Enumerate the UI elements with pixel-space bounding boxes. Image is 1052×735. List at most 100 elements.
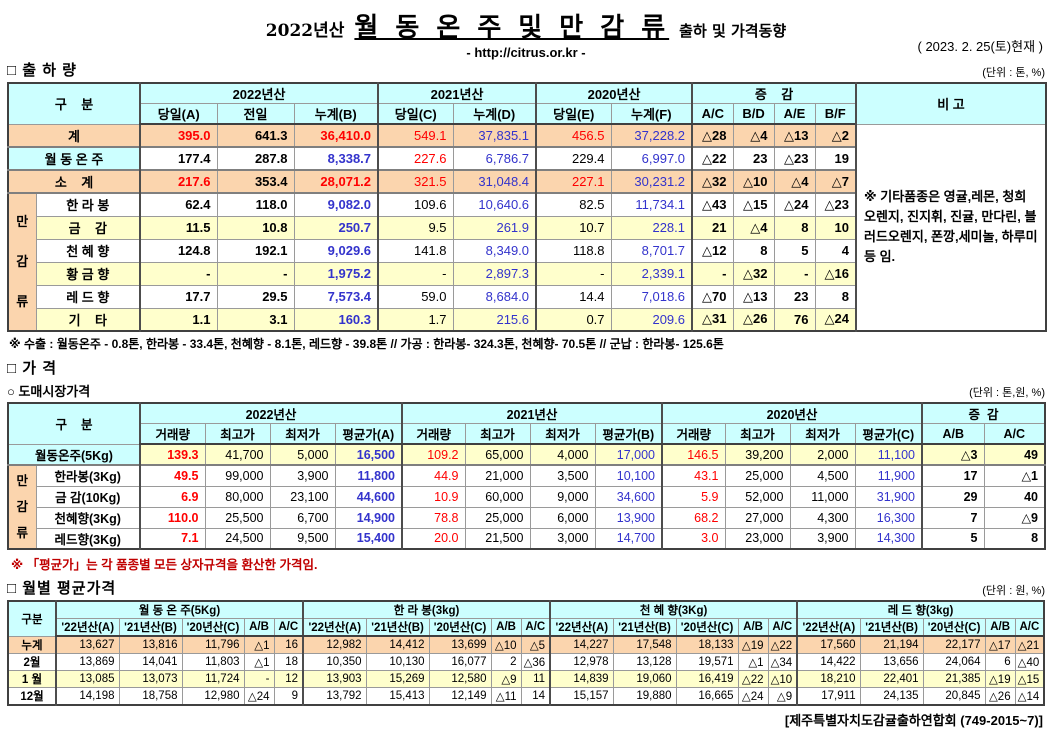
table-cell: ※ 기타품종은 영귤,레몬, 청희오렌지, 진지휘, 진귤, 만다린, 블러드오… — [855, 123, 1047, 332]
table-cell: 1.1 — [139, 307, 218, 332]
table-cell: 금 감(10Kg) — [35, 485, 141, 508]
column-header: A/E — [773, 103, 816, 125]
table-cell: 24,500 — [204, 527, 271, 550]
table-cell: - — [243, 669, 275, 688]
table-cell: 141.8 — [377, 238, 454, 263]
table-cell: 19,571 — [675, 652, 739, 671]
table-cell: 11 — [520, 669, 551, 688]
table-cell: 13,128 — [612, 652, 677, 671]
table-cell: 한라봉(3Kg) — [35, 464, 141, 487]
table-cell: △4 — [732, 215, 775, 240]
table-cell: 44,600 — [334, 485, 403, 508]
column-header: '22년산(A) — [55, 618, 120, 637]
table-cell: 17,560 — [796, 635, 861, 654]
table-cell: 2,339.1 — [610, 261, 693, 286]
column-header: 최고가 — [724, 423, 791, 445]
table-cell: 23,100 — [269, 485, 336, 508]
table-cell: 52,000 — [724, 485, 791, 508]
table-cell: 만 감 류 — [7, 192, 37, 332]
table-cell: 12,580 — [428, 669, 492, 688]
table-cell: △14 — [1014, 686, 1045, 705]
table-cell: 소 계 — [7, 169, 141, 194]
table-cell: △3 — [921, 443, 985, 466]
table-cell: 12,978 — [549, 652, 614, 671]
table-cell: 37,228.2 — [610, 123, 693, 148]
table-cell: 15,400 — [334, 527, 403, 550]
table-cell: 9,500 — [269, 527, 336, 550]
column-header: '21년산(B) — [859, 618, 924, 637]
table-row: 기 타 1.1 3.1 160.3 1.7 215.6 0.7 209.6 △31 △26 76 △2… — [8, 307, 1046, 332]
table-row: 구 분 2022년산 2021년산 2020년산 증 감 — [7, 402, 1046, 445]
table-cell: 60,000 — [464, 485, 531, 508]
table-cell: 11,100 — [854, 443, 923, 466]
table-cell: 12 — [273, 669, 304, 688]
column-header: 최고가 — [204, 423, 271, 445]
table-cell: 160.3 — [293, 307, 379, 332]
table-cell: 65,000 — [464, 443, 531, 466]
table-cell: 9 — [273, 686, 304, 705]
table-cell: 118.0 — [216, 192, 295, 217]
column-header: B/F — [814, 103, 857, 125]
table-cell: △1 — [243, 635, 275, 654]
column-header: '20년산(C) — [922, 618, 986, 637]
table-cell: 13,073 — [118, 669, 183, 688]
table-cell: 13,900 — [594, 506, 663, 529]
table-cell: △22 — [737, 669, 769, 688]
table-cell: 2,897.3 — [452, 261, 537, 286]
table-cell: 39,200 — [724, 443, 791, 466]
table-cell: 한 라 봉 — [35, 192, 141, 217]
table-cell: - — [691, 261, 734, 286]
column-header: 최저가 — [789, 423, 856, 445]
table-cell: 10.8 — [216, 215, 295, 240]
table-cell: 177.4 — [139, 146, 218, 171]
table-row: 만 감 류 한라봉(3Kg) 49.5 99,000 3,900 11,800 44.9 21… — [7, 464, 1046, 550]
site-url: - http://citrus.or.kr - — [466, 45, 586, 60]
column-header: 한 라 봉(3kg) — [302, 600, 551, 619]
column-header: 최저가 — [529, 423, 596, 445]
table-cell: 14,422 — [796, 652, 861, 671]
table-cell: 5,000 — [269, 443, 336, 466]
table-cell: △21 — [1014, 635, 1045, 654]
table-cell: 30,231.2 — [610, 169, 693, 194]
column-header: '21년산(B) — [365, 618, 430, 637]
table-cell: 29.5 — [216, 284, 295, 309]
wholesale-price-subtitle: ○ 도매시장가격 — [7, 384, 91, 399]
table-cell: 레 드 향 — [35, 284, 141, 309]
table-cell: 6,786.7 — [452, 146, 537, 171]
table-cell: 2월 — [7, 652, 57, 671]
table-cell: 13,869 — [55, 652, 120, 671]
table-cell: △13 — [732, 284, 775, 309]
table-row: 소 계 217.6 353.4 28,071.2 321.5 31,048.4 227.1 3… — [7, 169, 1046, 194]
table-cell: 13,816 — [118, 635, 183, 654]
table-cell: 17.7 — [139, 284, 218, 309]
column-header: '22년산(A) — [549, 618, 614, 637]
table-cell: 209.6 — [610, 307, 693, 332]
page-title: 월 동 온 주 및 만 감 류 — [354, 13, 670, 43]
table-cell: △36 — [520, 652, 551, 671]
table-cell: - — [535, 261, 612, 286]
table-cell: 21,000 — [464, 464, 531, 487]
table-cell: 9,082.0 — [293, 192, 379, 217]
table-cell: 229.4 — [535, 146, 612, 171]
column-header: A/C — [273, 618, 304, 637]
doc-header: 2022년산 월 동 온 주 및 만 감 류 출하 및 가격동향 - http://… — [7, 4, 1045, 60]
table-cell: 549.1 — [377, 123, 454, 148]
table-cell: 109.2 — [401, 443, 466, 466]
table-cell: 2 — [490, 652, 522, 671]
table-cell: 14,041 — [118, 652, 183, 671]
table-cell: 227.1 — [535, 169, 612, 194]
table-cell: 456.5 — [535, 123, 612, 148]
column-header: 레 드 향(3kg) — [796, 600, 1045, 619]
table-cell: △11 — [490, 686, 522, 705]
table-row: 레 드 향 17.7 29.5 7,573.4 59.0 8,684.0 14.4 7,018… — [8, 284, 1046, 309]
table-cell: 13,656 — [859, 652, 924, 671]
title-line: 2022년산 월 동 온 주 및 만 감 류 출하 및 가격동향 — [7, 4, 1045, 44]
table-cell: 27,000 — [724, 506, 791, 529]
table-row: 거래량 최고가 최저가 평균가(A) 거래량 최고가 최저가 평균가(B) 거래량 최고가 최저가 평… — [8, 423, 1046, 445]
table-row: 금 감(10Kg) 6.9 80,000 23,100 44,600 10.9 60,000… — [8, 485, 1046, 508]
price-footnote: ※ 「평균가」는 각 품종별 모든 상자규격을 환산한 가격임. — [11, 558, 318, 572]
table-cell: 14,227 — [549, 635, 614, 654]
table-cell: 118.8 — [535, 238, 612, 263]
table-cell: △5 — [520, 635, 551, 654]
